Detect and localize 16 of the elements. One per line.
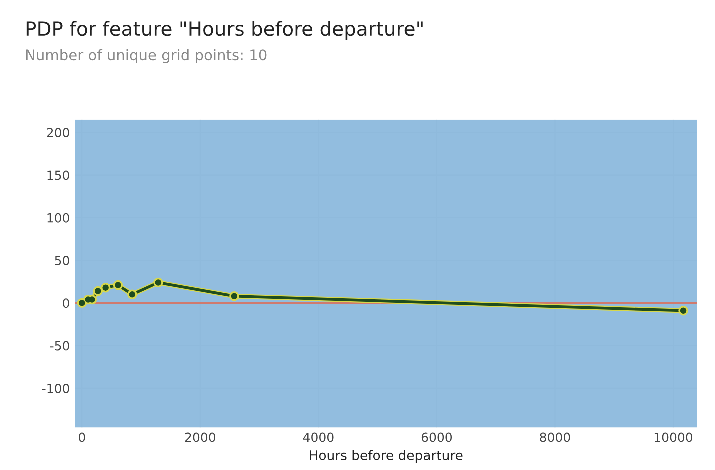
x-tick-label: 2000 [185, 432, 216, 442]
y-tick-label: -50 [50, 341, 70, 351]
y-tick-label: -100 [42, 384, 70, 394]
y-tick-label: 0 [63, 298, 70, 308]
y-tick-label: 100 [48, 213, 70, 223]
x-tick-label: 6000 [422, 432, 452, 442]
y-tick-label: 200 [47, 128, 70, 138]
y-tick-label: 50 [55, 256, 70, 266]
chart-subtitle: Number of unique grid points: 10 [26, 49, 267, 64]
x-tick-label: 0 [79, 432, 86, 442]
y-tick-label: 150 [48, 170, 70, 180]
chart-title: PDP for feature "Hours before departure" [26, 21, 423, 40]
x-tick-label: 8000 [540, 432, 570, 442]
x-tick-label: 10000 [654, 432, 693, 442]
x-axis-title: Hours before departure [310, 450, 463, 463]
x-tick-label: 4000 [303, 432, 334, 442]
